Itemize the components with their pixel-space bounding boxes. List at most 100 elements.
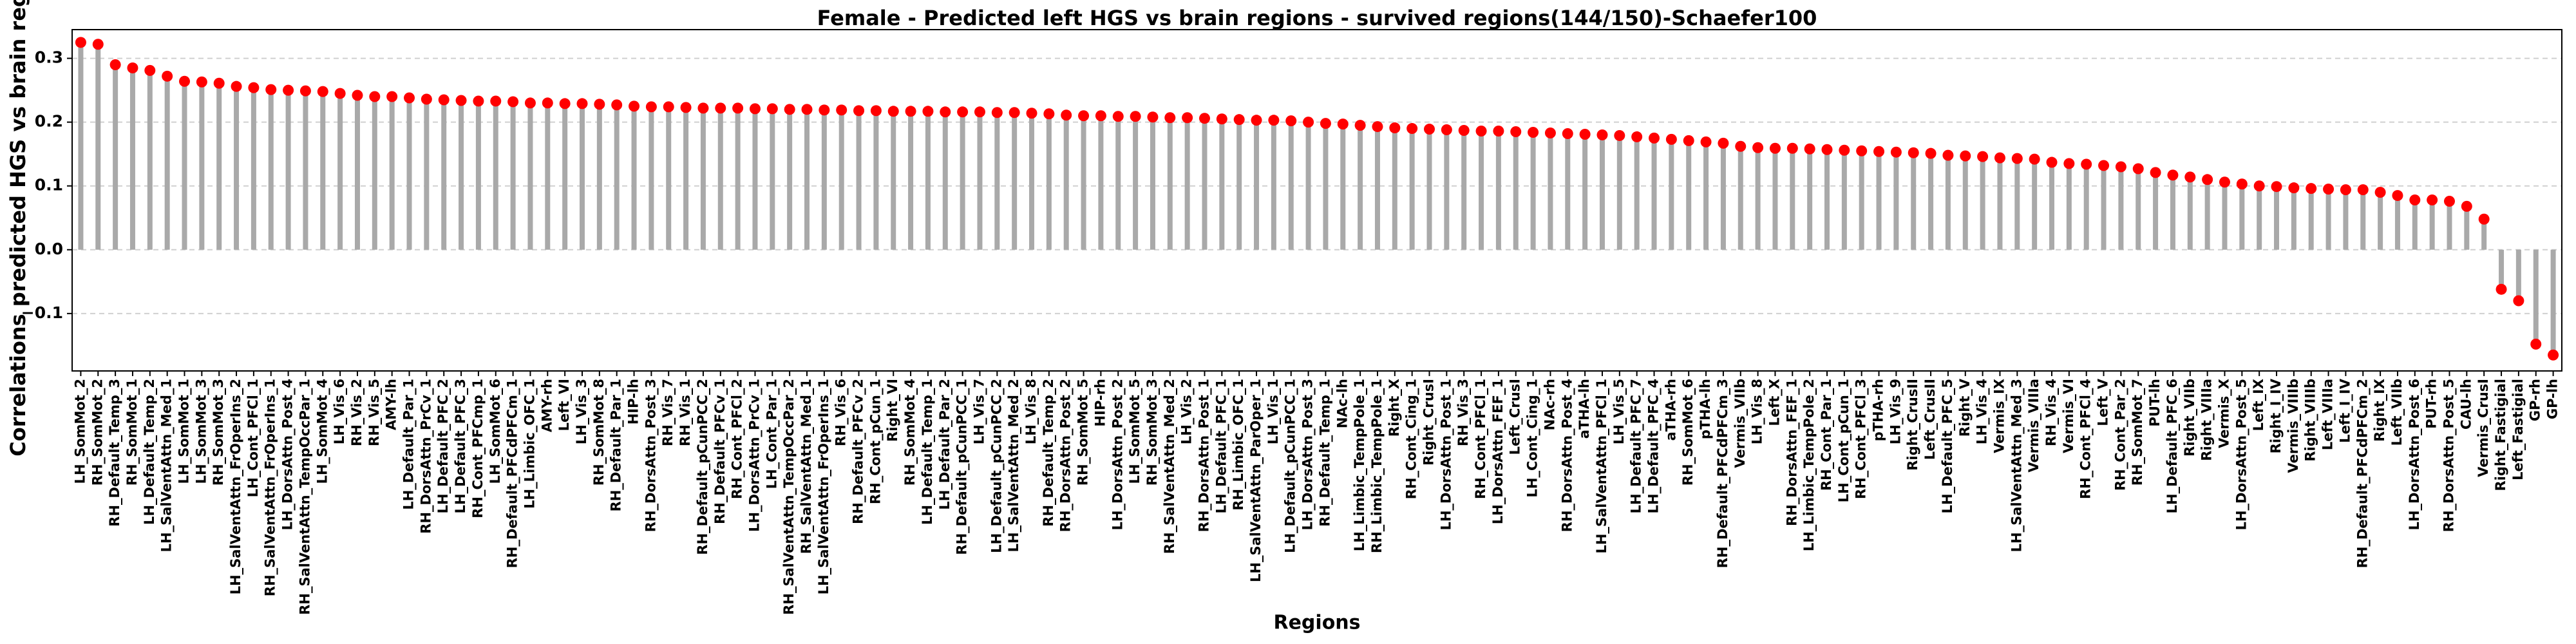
marker	[715, 102, 726, 114]
x-tick-label: RH_Default_Temp_1	[1317, 379, 1332, 527]
y-tick-label: 0.2	[35, 112, 63, 131]
marker	[213, 77, 225, 89]
marker	[2427, 194, 2438, 206]
x-tick-label: LH_SomMot_5	[1127, 379, 1142, 484]
marker	[1285, 115, 1297, 127]
marker	[1510, 126, 1522, 138]
x-tick-label: RH_SomMot_7	[2130, 379, 2145, 486]
x-tick-label: LH_DorsAttn_Post_1	[1438, 379, 1454, 530]
marker	[1925, 147, 1937, 159]
marker	[2046, 156, 2058, 168]
marker	[524, 97, 536, 109]
x-tick-label: HIP-lh	[626, 379, 641, 424]
marker	[991, 107, 1003, 118]
x-tick-label: LH_DorsAttn_Post_2	[1110, 379, 1125, 530]
marker	[2236, 178, 2248, 190]
marker	[92, 39, 104, 50]
x-tick-label: Vermis_VIIIa	[2026, 379, 2041, 473]
x-tick-label: LH_Default_PFC_6	[2164, 379, 2180, 513]
marker	[1786, 142, 1798, 154]
marker	[1043, 108, 1055, 120]
marker	[1942, 149, 1954, 161]
x-tick-label: LH_DorsAttn_FEF_1	[1490, 379, 1506, 524]
marker	[2288, 182, 2300, 194]
x-tick-label: Left_CrusI	[1508, 379, 1523, 455]
marker	[1406, 123, 1418, 135]
x-tick-label: LH_SomMot_2	[72, 379, 88, 484]
x-tick-label: LH_Limbic_OFC_1	[522, 379, 537, 509]
marker	[2253, 180, 2265, 192]
y-tick-label: 0.1	[35, 176, 63, 194]
marker	[629, 100, 640, 112]
x-tick-label: RH_SomMot_6	[1680, 379, 1696, 486]
marker	[490, 95, 502, 107]
x-tick-label: LH_DorsAttn_Post_5	[2233, 379, 2249, 530]
marker	[404, 92, 415, 104]
marker	[1718, 137, 1729, 149]
x-tick-label: RH_Cont_Par_2	[2112, 379, 2128, 491]
x-tick-label: PUT-rh	[2424, 379, 2439, 429]
marker	[1337, 118, 1349, 130]
marker	[2496, 283, 2507, 295]
marker	[887, 106, 899, 117]
marker	[1303, 117, 1314, 128]
marker	[2098, 160, 2110, 171]
marker	[109, 59, 121, 70]
marker	[1528, 126, 1539, 138]
x-tick-label: LH_SomMot_4	[314, 379, 330, 484]
marker	[2357, 184, 2369, 196]
x-tick-label: RH_Default_pCunPCC_2	[695, 379, 710, 555]
marker	[1579, 128, 1591, 140]
x-tick-label: LH_Vis_1	[1265, 379, 1281, 444]
x-tick-label: Right_VIIIb	[2303, 379, 2318, 462]
x-axis-label: Regions	[1273, 612, 1360, 634]
x-tick-label: Left_IX	[2251, 379, 2266, 431]
marker	[1700, 136, 1712, 147]
x-tick-label: LH_Vis_7	[971, 379, 987, 444]
x-tick-label: LH_Default_PFC_5	[1940, 379, 1955, 513]
x-tick-label: LH_SomMot_3	[193, 379, 209, 484]
marker	[1977, 151, 1989, 162]
x-tick-label: Left_Fastigial	[2510, 379, 2526, 480]
marker	[1026, 108, 1037, 119]
marker	[317, 86, 328, 97]
marker	[1441, 124, 1452, 136]
marker	[559, 98, 571, 109]
marker	[438, 94, 450, 106]
x-tick-label: RH_DorsAttn_Post_4	[1559, 379, 1575, 532]
x-tick-label: LH_Default_Par_2	[937, 379, 952, 510]
x-tick-label: RH_Cont_PFCl_3	[1853, 379, 1869, 499]
marker	[2202, 174, 2213, 185]
x-tick-label: RH_Cont_PFCmp_1	[470, 379, 486, 518]
x-tick-label: NAc-rh	[1542, 379, 1557, 430]
marker	[2271, 181, 2282, 193]
x-tick-label: LH_Default_PFC_7	[1629, 379, 1644, 513]
marker	[819, 104, 830, 116]
marker	[1562, 128, 1573, 139]
marker	[542, 97, 553, 109]
x-tick-label: Right_CrusI	[1421, 379, 1437, 466]
x-tick-label: LH_SomMot_1	[176, 379, 192, 484]
marker	[162, 70, 173, 82]
x-tick-label: LH_Vis_9	[1888, 379, 1903, 444]
x-tick-label: LH_SomMot_6	[488, 379, 503, 484]
marker	[2409, 194, 2421, 206]
marker	[1735, 140, 1747, 152]
marker	[732, 102, 744, 114]
x-tick-label: LH_DorsAttn_PrCv_1	[746, 379, 762, 532]
marker	[611, 99, 623, 111]
marker	[1164, 112, 1176, 124]
x-tick-label: LH_Default_pCunPCC_1	[1283, 379, 1298, 553]
marker	[1873, 146, 1885, 157]
x-tick-label: RH_SalVentAttn_FrOperIns_1	[263, 379, 278, 596]
x-tick-label: LH_Vis_4	[1975, 379, 1990, 444]
x-tick-label: LH_SalVentAttn_FrOperIns_1	[816, 379, 831, 594]
x-tick-label: PUT-lh	[2147, 379, 2163, 427]
x-tick-label: LH_Vis_5	[1611, 379, 1627, 444]
marker	[283, 84, 294, 96]
x-tick-label: Left_VIIIa	[2320, 379, 2336, 450]
marker	[2219, 176, 2230, 188]
x-tick-label: LH_Vis_2	[1179, 379, 1195, 444]
x-tick-label: Right_CrusII	[1905, 379, 1920, 471]
